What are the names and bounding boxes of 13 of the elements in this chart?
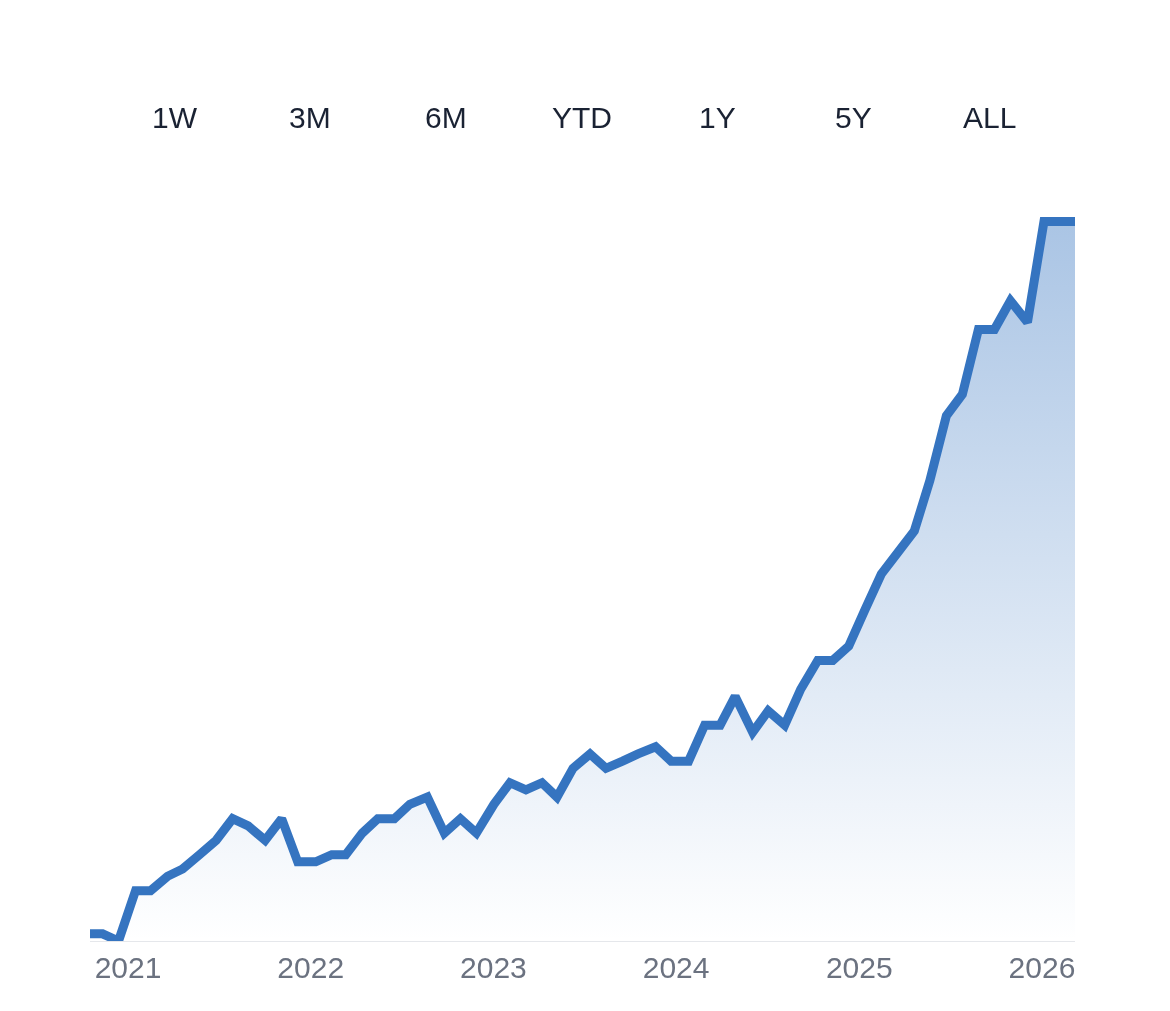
x-tick-label: 2024 [642,951,710,984]
text: 6M [425,101,467,134]
text: ALL [963,101,1017,134]
x-tick-label: 2026 [1008,951,1076,984]
x-tick-label: 2023 [460,951,527,984]
x-tick-label: 2021 [94,951,162,984]
x-tick-label: 2022 [277,951,345,984]
text: YTD [552,101,612,134]
text: 1W [152,101,198,134]
text: 3M [289,101,331,134]
text: 5Y [835,101,872,134]
x-tick-label: 2025 [825,951,893,984]
text: 1Y [699,101,736,134]
